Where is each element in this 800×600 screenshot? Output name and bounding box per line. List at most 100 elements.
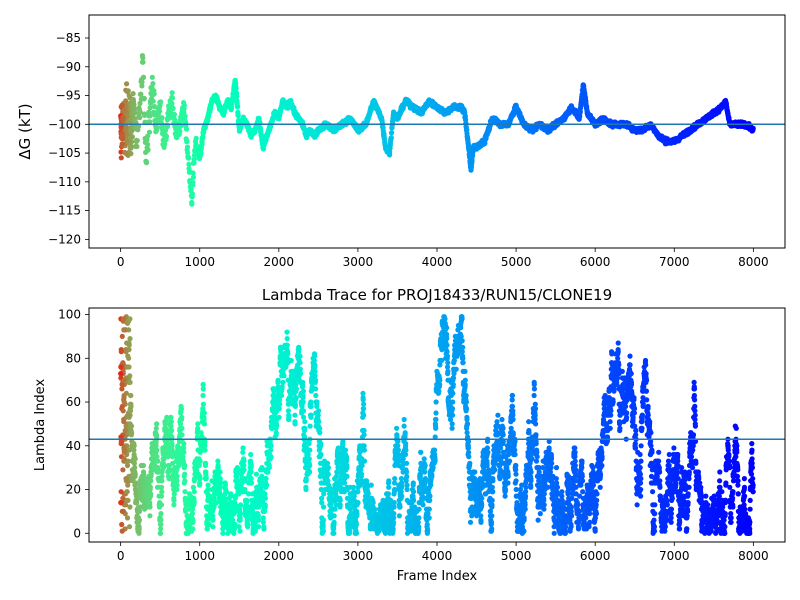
data-point	[171, 497, 177, 503]
data-point	[147, 484, 153, 490]
data-point	[132, 465, 138, 471]
data-point	[183, 119, 189, 125]
data-point	[256, 524, 262, 530]
data-point	[171, 491, 177, 497]
data-point	[139, 79, 145, 85]
data-point	[118, 149, 124, 155]
data-point	[118, 438, 124, 444]
data-point	[127, 135, 133, 141]
data-point	[195, 421, 201, 427]
data-point	[138, 91, 144, 97]
data-point	[268, 443, 274, 449]
data-point	[197, 476, 203, 482]
data-point	[145, 147, 151, 153]
data-point	[182, 462, 188, 469]
data-point	[217, 469, 223, 475]
data-point	[140, 74, 147, 80]
data-point	[154, 434, 160, 440]
data-point	[125, 88, 131, 94]
data-point	[123, 151, 129, 157]
data-point	[182, 471, 188, 477]
data-point	[121, 377, 127, 383]
data-point	[261, 526, 267, 532]
data-point	[176, 462, 182, 469]
data-point	[123, 125, 129, 131]
data-point	[237, 528, 243, 534]
data-point	[182, 478, 188, 484]
data-point	[179, 414, 185, 420]
data-point	[118, 489, 124, 495]
data-point	[169, 427, 175, 434]
data-point	[182, 489, 188, 495]
data-point	[233, 85, 239, 91]
data-point	[248, 480, 255, 486]
data-point	[281, 373, 287, 379]
data-point	[248, 469, 254, 475]
data-point	[168, 419, 174, 425]
data-point	[181, 449, 187, 455]
data-point	[131, 106, 137, 112]
data-point	[137, 100, 143, 106]
data-point	[231, 526, 237, 532]
data-point	[128, 423, 135, 429]
data-point	[125, 458, 131, 464]
data-point	[145, 133, 151, 139]
data-point	[161, 462, 167, 469]
y-tick-label: −95	[56, 89, 81, 103]
y-tick-label: −105	[48, 146, 81, 160]
data-point	[279, 392, 285, 399]
data-point	[245, 521, 251, 528]
data-point	[181, 102, 187, 108]
data-point	[279, 384, 285, 390]
data-point	[136, 508, 143, 514]
data-point	[120, 360, 126, 366]
data-point	[147, 513, 153, 519]
data-point	[125, 482, 131, 488]
data-point	[120, 408, 126, 414]
data-point	[190, 179, 196, 186]
data-point	[261, 508, 268, 514]
data-point	[151, 91, 157, 97]
data-point	[185, 150, 191, 156]
y-tick-label: −85	[56, 31, 81, 45]
data-point	[119, 381, 125, 388]
data-point	[121, 447, 127, 453]
data-point	[202, 447, 208, 453]
data-point	[119, 141, 125, 147]
data-point	[145, 141, 151, 148]
data-point	[153, 425, 159, 431]
data-point	[280, 379, 286, 385]
data-point	[155, 458, 161, 464]
free-energy-panel: 0 1000 2000 3000 4000 5000 6000 7000 8000−120−11…	[16, 14, 786, 269]
data-point	[128, 392, 134, 399]
data-point	[190, 526, 196, 532]
data-point	[159, 478, 165, 484]
data-point	[184, 144, 191, 150]
data-point	[131, 460, 137, 466]
data-point	[130, 91, 136, 97]
data-point	[159, 489, 165, 495]
data-point	[201, 410, 207, 416]
data-point	[132, 456, 138, 462]
data-point	[260, 519, 266, 525]
data-point	[200, 401, 206, 407]
data-point	[138, 504, 144, 510]
data-point	[177, 128, 183, 134]
data-point	[179, 432, 185, 438]
x-tick-label: 6000	[580, 255, 611, 269]
data-point	[134, 138, 140, 144]
data-point	[189, 191, 195, 197]
data-point	[159, 484, 165, 490]
data-point	[137, 114, 143, 121]
data-point	[126, 340, 132, 346]
data-point	[134, 143, 140, 150]
data-point	[158, 517, 164, 523]
data-point	[120, 117, 126, 123]
y-tick-label: −110	[48, 175, 81, 189]
data-point	[148, 491, 154, 497]
data-point	[136, 526, 142, 532]
data-point	[154, 421, 160, 427]
data-point	[238, 502, 244, 508]
y-axis-label: ΔG (kT)	[16, 103, 34, 159]
data-point	[118, 500, 124, 506]
